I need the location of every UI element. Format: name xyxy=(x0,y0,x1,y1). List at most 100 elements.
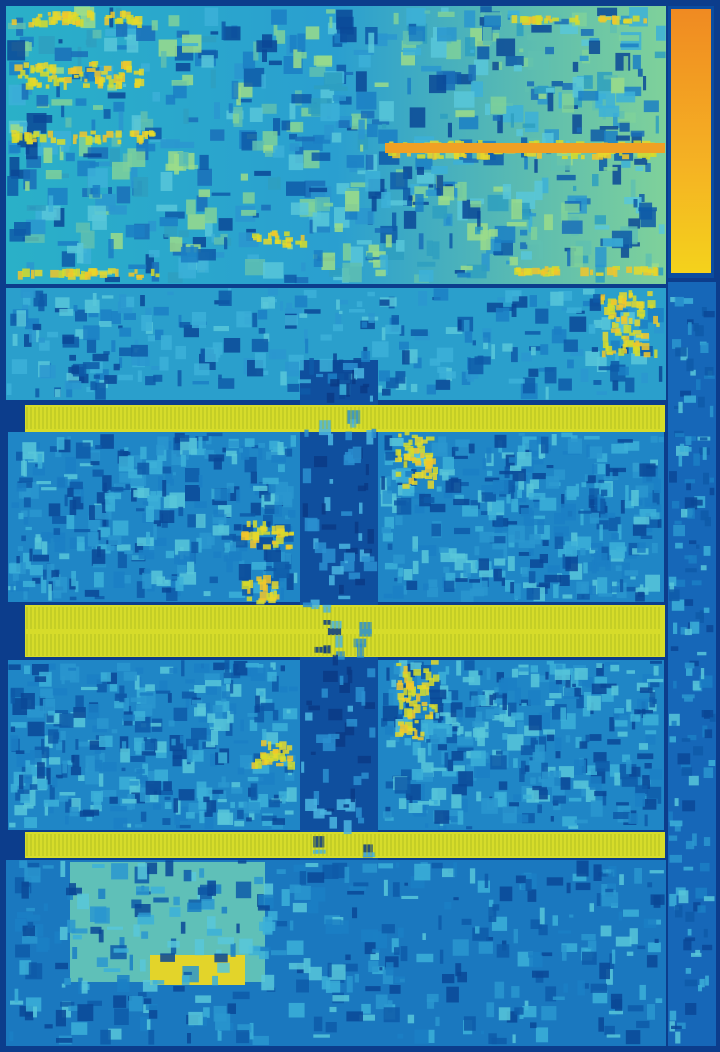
cell xyxy=(101,295,114,299)
cell xyxy=(347,669,353,684)
cell xyxy=(372,119,390,125)
cell xyxy=(697,651,707,656)
cell xyxy=(221,906,228,914)
cell xyxy=(384,817,394,821)
cell xyxy=(633,343,640,351)
cell xyxy=(431,442,448,457)
cell xyxy=(612,468,619,480)
cell xyxy=(423,497,435,504)
cell xyxy=(507,556,515,571)
cell xyxy=(417,261,436,267)
cell xyxy=(174,432,185,444)
cell xyxy=(641,701,646,718)
cell xyxy=(457,74,473,85)
cell xyxy=(47,710,55,716)
cell xyxy=(236,311,252,328)
cell xyxy=(669,736,676,743)
cell xyxy=(684,697,693,702)
cell xyxy=(630,576,636,580)
cell xyxy=(263,575,271,584)
cell xyxy=(146,531,151,545)
cell xyxy=(149,130,154,136)
cell xyxy=(267,288,278,296)
cell xyxy=(563,983,568,993)
cell xyxy=(437,11,455,17)
cell xyxy=(457,181,467,201)
cell xyxy=(573,780,589,789)
cell xyxy=(61,104,65,118)
cell xyxy=(647,291,653,297)
cell xyxy=(166,587,178,601)
cell xyxy=(160,172,173,191)
cell xyxy=(416,442,422,447)
cell xyxy=(560,24,578,35)
cell xyxy=(272,541,279,548)
cell xyxy=(212,514,227,524)
cell xyxy=(148,771,155,784)
cell xyxy=(581,583,587,594)
cell xyxy=(26,140,38,160)
cell xyxy=(261,103,277,114)
cell xyxy=(464,331,473,343)
cell xyxy=(16,310,26,327)
cell xyxy=(575,20,580,25)
cell xyxy=(110,11,115,18)
cell xyxy=(90,130,96,135)
cell xyxy=(217,1029,222,1041)
cell xyxy=(340,26,357,43)
cell xyxy=(488,511,497,521)
cell xyxy=(156,204,178,212)
cell xyxy=(392,882,400,897)
cell xyxy=(552,795,566,804)
cell xyxy=(590,983,607,993)
cell xyxy=(113,74,118,84)
cell xyxy=(178,789,195,801)
cell xyxy=(598,593,613,597)
cell xyxy=(21,459,26,476)
cell xyxy=(26,113,47,134)
cell xyxy=(561,307,567,311)
cell xyxy=(175,346,186,360)
cell xyxy=(397,1033,404,1039)
cell xyxy=(424,10,431,14)
cell xyxy=(354,973,359,983)
cell xyxy=(687,507,695,519)
cell xyxy=(37,938,50,950)
cell xyxy=(250,783,258,801)
cell xyxy=(142,131,147,138)
cell xyxy=(159,790,173,795)
cell xyxy=(673,680,677,689)
cell xyxy=(549,19,553,23)
cell xyxy=(67,15,75,24)
cell xyxy=(140,111,148,122)
cell xyxy=(624,441,640,451)
cell xyxy=(14,988,19,1003)
cell xyxy=(282,750,290,754)
cell xyxy=(268,667,273,672)
cell xyxy=(486,937,494,941)
cell xyxy=(689,540,697,545)
cell xyxy=(329,575,335,586)
cell xyxy=(230,943,236,957)
cell xyxy=(622,335,630,341)
cell xyxy=(20,70,26,76)
cell xyxy=(709,477,714,483)
cell xyxy=(59,553,70,560)
cell xyxy=(602,792,607,806)
cell xyxy=(33,131,40,137)
cell xyxy=(442,868,456,878)
cell xyxy=(134,269,138,274)
cell xyxy=(137,863,148,880)
cell xyxy=(371,196,377,212)
cell xyxy=(633,266,643,275)
cell xyxy=(426,436,435,441)
cell xyxy=(105,495,116,512)
cell xyxy=(336,9,353,30)
cell xyxy=(593,380,602,385)
cell xyxy=(492,480,509,495)
cell xyxy=(164,796,171,800)
cell xyxy=(419,686,423,690)
cell xyxy=(594,463,606,475)
cell xyxy=(35,924,44,937)
cell xyxy=(268,232,272,241)
